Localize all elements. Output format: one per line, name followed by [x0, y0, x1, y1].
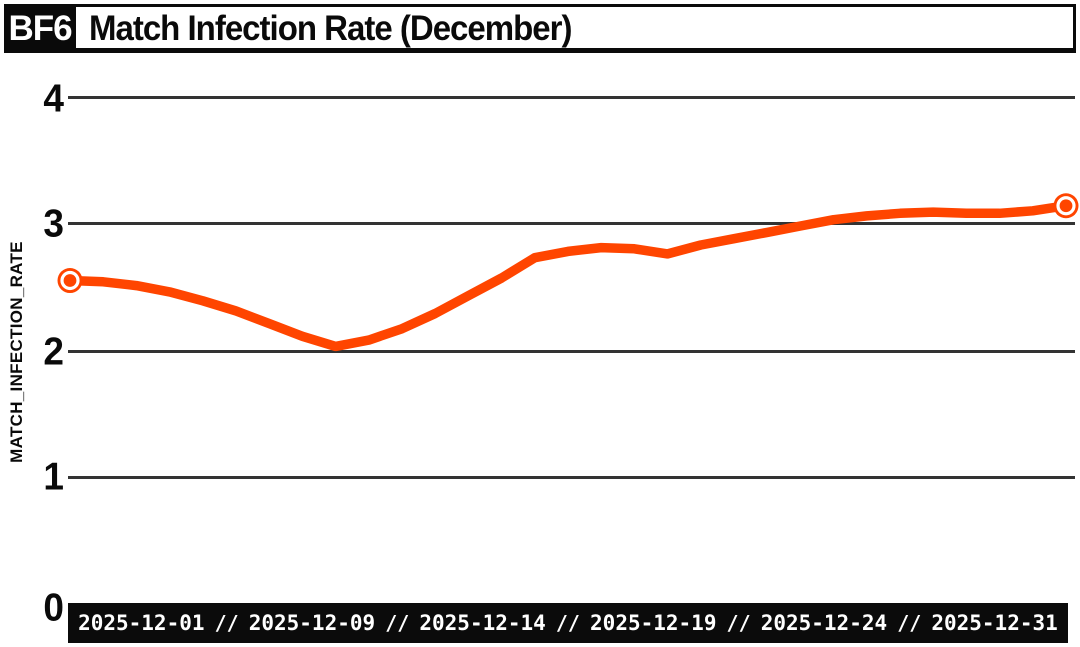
y-tick-2: 2 — [43, 329, 64, 373]
x-tick-separator: // — [726, 611, 751, 635]
x-tick-label: 2025-12-24 — [760, 611, 888, 635]
x-axis-bar: 2025-12-01 // 2025-12-09 // 2025-12-14 // 2025… — [68, 603, 1068, 643]
chart-header: BF6 Match Infection Rate (December) — [4, 4, 1076, 53]
y-tick-3: 3 — [43, 201, 64, 245]
x-tick-label: 2025-12-09 — [248, 611, 376, 635]
gridline-4 — [68, 96, 1075, 99]
x-tick-separator: // — [385, 611, 410, 635]
x-tick-separator: // — [897, 611, 922, 635]
x-tick-separator: // — [214, 611, 239, 635]
gridline-3 — [68, 222, 1075, 225]
x-tick-label: 2025-12-19 — [590, 611, 717, 635]
gridline-2 — [68, 350, 1075, 353]
y-tick-0: 0 — [43, 585, 64, 629]
end-marker — [1053, 193, 1079, 219]
gridline-1 — [68, 476, 1075, 479]
x-tick-label: 2025-12-14 — [419, 611, 546, 635]
y-tick-1: 1 — [43, 454, 64, 498]
x-tick-label: 2025-12-01 — [78, 611, 205, 635]
bf6-badge-label: BF6 — [8, 8, 72, 48]
bf6-badge: BF6 — [4, 4, 76, 53]
x-tick-separator: // — [555, 611, 580, 635]
title-box: Match Infection Rate (December) — [76, 4, 1076, 53]
infection-rate-line — [65, 200, 1071, 352]
page-title: Match Infection Rate (December) — [89, 6, 572, 47]
x-tick-label: 2025-12-31 — [931, 611, 1058, 635]
start-marker — [57, 268, 83, 294]
y-tick-4: 4 — [43, 76, 64, 120]
